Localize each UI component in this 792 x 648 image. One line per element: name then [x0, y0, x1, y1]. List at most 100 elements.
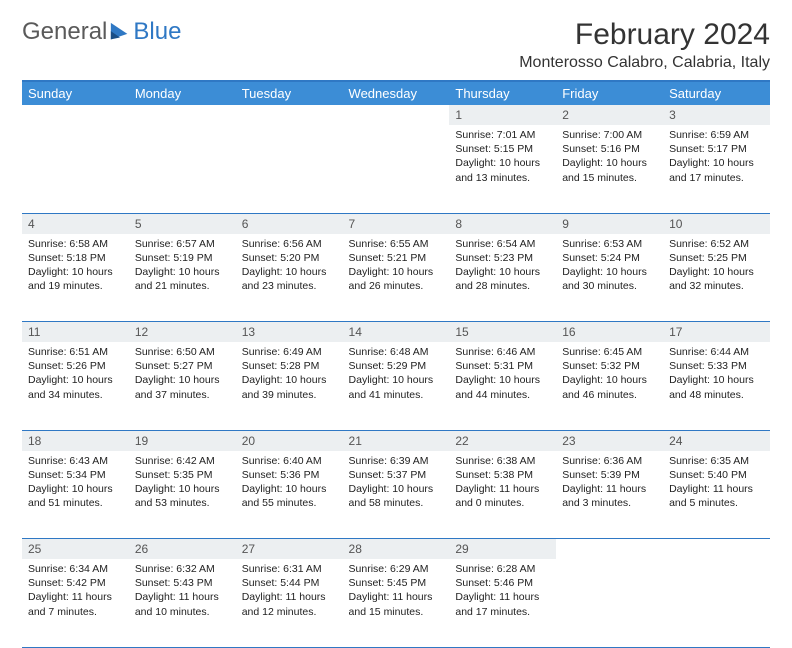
daylight-text: and 37 minutes. — [135, 388, 230, 402]
day-number-cell: 23 — [556, 430, 663, 451]
daylight-text: Daylight: 11 hours — [669, 482, 764, 496]
day-number-cell — [236, 105, 343, 125]
daylight-text: and 28 minutes. — [455, 279, 550, 293]
weekday-header: Monday — [129, 81, 236, 105]
weekday-header: Tuesday — [236, 81, 343, 105]
day-cell: Sunrise: 6:32 AMSunset: 5:43 PMDaylight:… — [129, 559, 236, 647]
day-cell: Sunrise: 7:00 AMSunset: 5:16 PMDaylight:… — [556, 125, 663, 213]
sunset-text: Sunset: 5:43 PM — [135, 576, 230, 590]
sunrise-text: Sunrise: 6:36 AM — [562, 454, 657, 468]
day-cell: Sunrise: 6:48 AMSunset: 5:29 PMDaylight:… — [343, 342, 450, 430]
daylight-text: and 41 minutes. — [349, 388, 444, 402]
sunset-text: Sunset: 5:38 PM — [455, 468, 550, 482]
day-details: Sunrise: 6:50 AMSunset: 5:27 PMDaylight:… — [129, 342, 236, 408]
day-details: Sunrise: 6:28 AMSunset: 5:46 PMDaylight:… — [449, 559, 556, 625]
day-cell: Sunrise: 6:39 AMSunset: 5:37 PMDaylight:… — [343, 451, 450, 539]
sunrise-text: Sunrise: 6:31 AM — [242, 562, 337, 576]
day-number-cell: 6 — [236, 213, 343, 234]
weekday-header: Sunday — [22, 81, 129, 105]
day-details: Sunrise: 6:53 AMSunset: 5:24 PMDaylight:… — [556, 234, 663, 300]
day-number-cell: 5 — [129, 213, 236, 234]
day-number-cell — [343, 105, 450, 125]
sunset-text: Sunset: 5:40 PM — [669, 468, 764, 482]
day-cell: Sunrise: 6:58 AMSunset: 5:18 PMDaylight:… — [22, 234, 129, 322]
sunrise-text: Sunrise: 6:54 AM — [455, 237, 550, 251]
sunset-text: Sunset: 5:33 PM — [669, 359, 764, 373]
daylight-text: and 34 minutes. — [28, 388, 123, 402]
day-cell: Sunrise: 6:29 AMSunset: 5:45 PMDaylight:… — [343, 559, 450, 647]
sunset-text: Sunset: 5:24 PM — [562, 251, 657, 265]
day-body-row: Sunrise: 6:34 AMSunset: 5:42 PMDaylight:… — [22, 559, 770, 647]
daylight-text: Daylight: 11 hours — [135, 590, 230, 604]
day-details: Sunrise: 6:57 AMSunset: 5:19 PMDaylight:… — [129, 234, 236, 300]
sunset-text: Sunset: 5:27 PM — [135, 359, 230, 373]
sunrise-text: Sunrise: 6:49 AM — [242, 345, 337, 359]
day-cell: Sunrise: 6:51 AMSunset: 5:26 PMDaylight:… — [22, 342, 129, 430]
day-cell: Sunrise: 6:56 AMSunset: 5:20 PMDaylight:… — [236, 234, 343, 322]
day-number-cell: 14 — [343, 322, 450, 343]
sunset-text: Sunset: 5:44 PM — [242, 576, 337, 590]
day-details: Sunrise: 6:58 AMSunset: 5:18 PMDaylight:… — [22, 234, 129, 300]
sunset-text: Sunset: 5:32 PM — [562, 359, 657, 373]
sunset-text: Sunset: 5:36 PM — [242, 468, 337, 482]
sunrise-text: Sunrise: 6:40 AM — [242, 454, 337, 468]
sunset-text: Sunset: 5:46 PM — [455, 576, 550, 590]
daylight-text: and 58 minutes. — [349, 496, 444, 510]
weekday-header: Friday — [556, 81, 663, 105]
page-header: General Blue February 2024 Monterosso Ca… — [22, 18, 770, 72]
daylight-text: and 26 minutes. — [349, 279, 444, 293]
daylight-text: and 51 minutes. — [28, 496, 123, 510]
sunrise-text: Sunrise: 6:42 AM — [135, 454, 230, 468]
day-number-cell — [556, 539, 663, 560]
day-details: Sunrise: 6:46 AMSunset: 5:31 PMDaylight:… — [449, 342, 556, 408]
day-body-row: Sunrise: 6:58 AMSunset: 5:18 PMDaylight:… — [22, 234, 770, 322]
sunrise-text: Sunrise: 6:46 AM — [455, 345, 550, 359]
daylight-text: Daylight: 10 hours — [242, 265, 337, 279]
day-body-row: Sunrise: 7:01 AMSunset: 5:15 PMDaylight:… — [22, 125, 770, 213]
day-number-row: 123 — [22, 105, 770, 125]
day-number-cell: 28 — [343, 539, 450, 560]
daylight-text: Daylight: 11 hours — [349, 590, 444, 604]
day-number-row: 18192021222324 — [22, 430, 770, 451]
daylight-text: and 23 minutes. — [242, 279, 337, 293]
day-details: Sunrise: 6:45 AMSunset: 5:32 PMDaylight:… — [556, 342, 663, 408]
daylight-text: Daylight: 11 hours — [28, 590, 123, 604]
daylight-text: Daylight: 10 hours — [135, 482, 230, 496]
day-cell: Sunrise: 6:40 AMSunset: 5:36 PMDaylight:… — [236, 451, 343, 539]
day-details: Sunrise: 6:59 AMSunset: 5:17 PMDaylight:… — [663, 125, 770, 191]
weekday-header: Wednesday — [343, 81, 450, 105]
day-cell — [343, 125, 450, 213]
sunset-text: Sunset: 5:25 PM — [669, 251, 764, 265]
day-cell: Sunrise: 6:44 AMSunset: 5:33 PMDaylight:… — [663, 342, 770, 430]
weekday-header-row: Sunday Monday Tuesday Wednesday Thursday… — [22, 81, 770, 105]
daylight-text: and 53 minutes. — [135, 496, 230, 510]
day-number-cell: 3 — [663, 105, 770, 125]
day-cell: Sunrise: 6:52 AMSunset: 5:25 PMDaylight:… — [663, 234, 770, 322]
daylight-text: and 15 minutes. — [562, 171, 657, 185]
daylight-text: and 44 minutes. — [455, 388, 550, 402]
day-number-cell: 1 — [449, 105, 556, 125]
sunrise-text: Sunrise: 6:52 AM — [669, 237, 764, 251]
day-number-cell: 4 — [22, 213, 129, 234]
daylight-text: Daylight: 10 hours — [28, 265, 123, 279]
daylight-text: and 32 minutes. — [669, 279, 764, 293]
day-number-cell: 25 — [22, 539, 129, 560]
daylight-text: Daylight: 10 hours — [669, 156, 764, 170]
daylight-text: Daylight: 10 hours — [669, 265, 764, 279]
sunrise-text: Sunrise: 6:48 AM — [349, 345, 444, 359]
day-cell: Sunrise: 6:35 AMSunset: 5:40 PMDaylight:… — [663, 451, 770, 539]
day-details: Sunrise: 6:34 AMSunset: 5:42 PMDaylight:… — [22, 559, 129, 625]
sunset-text: Sunset: 5:23 PM — [455, 251, 550, 265]
day-details: Sunrise: 6:36 AMSunset: 5:39 PMDaylight:… — [556, 451, 663, 517]
day-cell: Sunrise: 6:53 AMSunset: 5:24 PMDaylight:… — [556, 234, 663, 322]
sunset-text: Sunset: 5:29 PM — [349, 359, 444, 373]
day-details: Sunrise: 6:54 AMSunset: 5:23 PMDaylight:… — [449, 234, 556, 300]
sunset-text: Sunset: 5:20 PM — [242, 251, 337, 265]
day-cell: Sunrise: 7:01 AMSunset: 5:15 PMDaylight:… — [449, 125, 556, 213]
day-number-cell: 11 — [22, 322, 129, 343]
day-number-cell: 26 — [129, 539, 236, 560]
sunrise-text: Sunrise: 6:51 AM — [28, 345, 123, 359]
sunset-text: Sunset: 5:16 PM — [562, 142, 657, 156]
day-number-cell: 27 — [236, 539, 343, 560]
day-cell: Sunrise: 6:55 AMSunset: 5:21 PMDaylight:… — [343, 234, 450, 322]
